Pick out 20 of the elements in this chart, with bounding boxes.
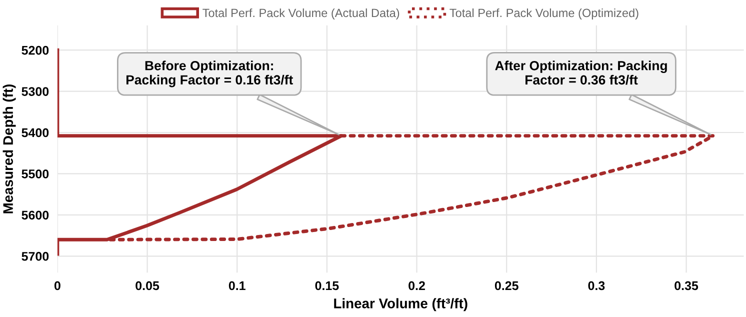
y-tick-label: 5700	[22, 252, 49, 261]
y-tick-label: 5600	[22, 210, 49, 220]
legend-label: Total Perf. Pack Volume (Optimized)	[450, 8, 638, 20]
y-axis-title: Measured Depth (ft)	[2, 84, 16, 214]
annotation: Before Optimization: Packing Factor = 0.16 ft3/ft	[126, 60, 293, 88]
x-tick-label: 0.1	[228, 281, 246, 290]
x-axis-title: Linear Volume (ft³/ft)	[334, 298, 468, 312]
x-tick-label: 0.15	[315, 281, 339, 290]
annotation: After Optimization: Packing Factor = 0.36 ft3/ft	[495, 60, 667, 85]
y-tick-label: 5200	[22, 46, 49, 55]
y-tick-label: 5300	[22, 87, 49, 96]
y-tick-label: 5500	[22, 170, 49, 178]
y-tick-label: 5400	[22, 128, 49, 138]
legend-label: Total Perf. Pack Volume (Actual Data)	[202, 8, 400, 20]
x-tick-label: 0.35	[674, 281, 698, 290]
x-tick-label: 0.05	[136, 281, 160, 290]
x-tick-label: 0.2	[408, 281, 425, 290]
x-tick-label: 0	[54, 281, 60, 290]
x-tick-label: 0.25	[494, 281, 518, 290]
x-tick-label: 0.3	[588, 281, 605, 290]
